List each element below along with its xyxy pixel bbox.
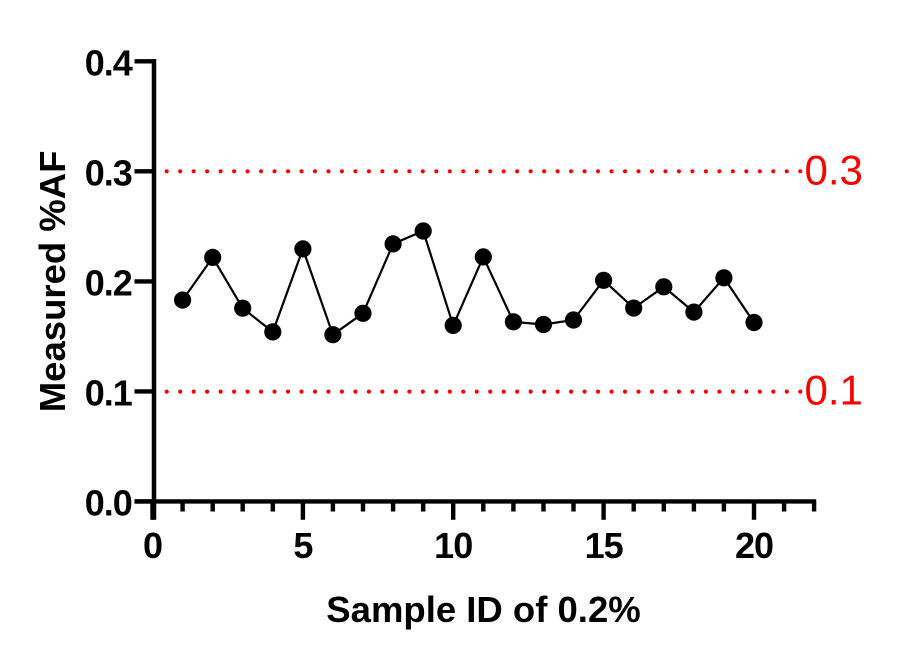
svg-text:Measured %AF: Measured %AF — [32, 151, 73, 413]
svg-text:20: 20 — [735, 525, 773, 566]
svg-text:5: 5 — [293, 525, 313, 566]
svg-text:0.1: 0.1 — [85, 373, 133, 414]
svg-text:0.0: 0.0 — [85, 482, 132, 523]
svg-text:15: 15 — [585, 525, 624, 566]
svg-text:Sample ID of 0.2%: Sample ID of 0.2% — [326, 589, 640, 630]
svg-text:0.2: 0.2 — [85, 262, 132, 303]
svg-text:0.3: 0.3 — [85, 152, 132, 193]
svg-text:0: 0 — [143, 525, 162, 566]
svg-text:0.3: 0.3 — [805, 146, 863, 193]
svg-text:0.1: 0.1 — [805, 366, 863, 413]
svg-text:10: 10 — [434, 525, 472, 566]
svg-text:0.4: 0.4 — [85, 42, 133, 83]
